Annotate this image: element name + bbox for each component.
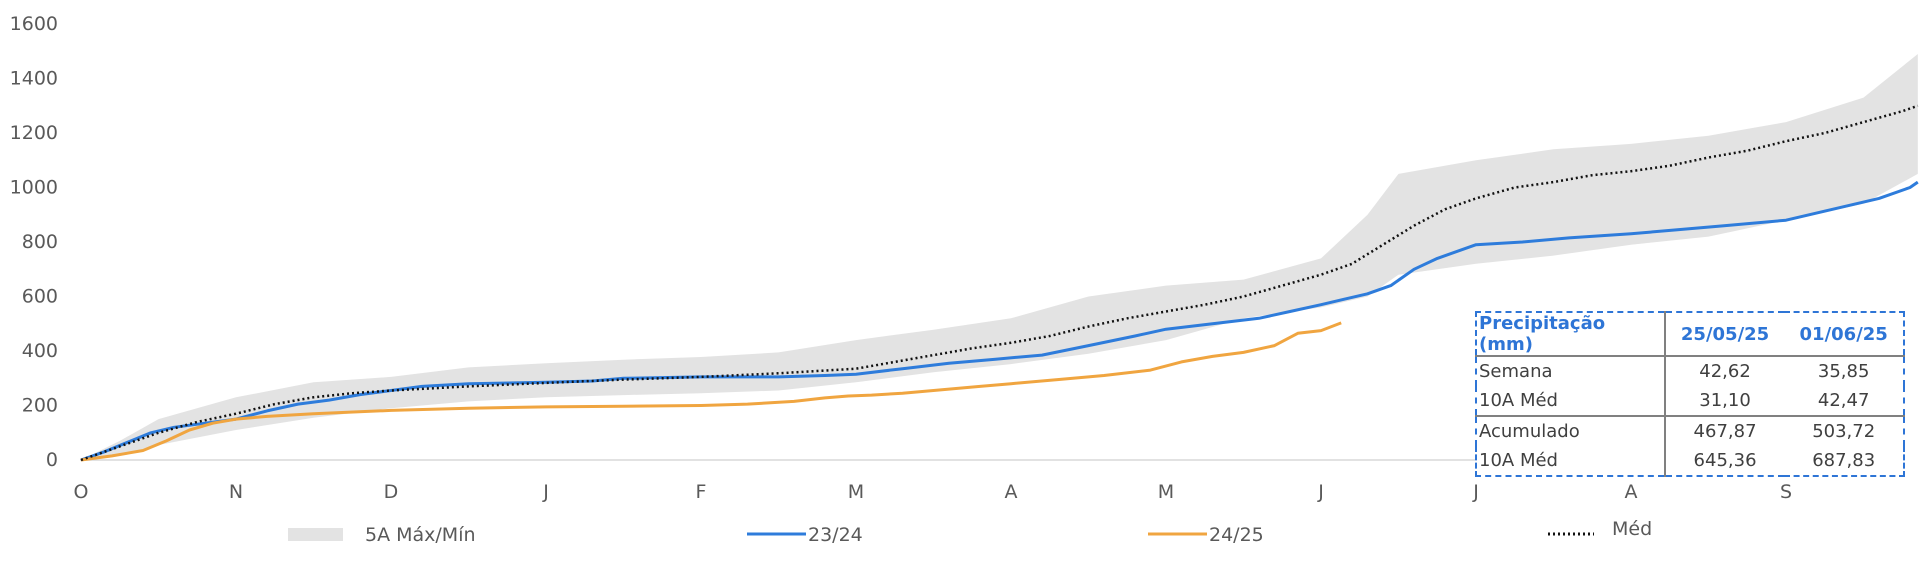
table-cell-value: 467,87 — [1693, 421, 1757, 442]
y-tick-label: 1200 — [10, 122, 58, 144]
legend-swatch-band — [288, 528, 343, 541]
x-tick-label: J — [1472, 481, 1479, 503]
x-tick-label: S — [1780, 481, 1792, 503]
precipitation-summary-table: Precipitação (mm) 25/05/25 01/06/25 Sema… — [1475, 311, 1905, 477]
legend: 5A Máx/Mín 23/24 24/25 Méd — [288, 518, 1652, 546]
x-tick-label: D — [384, 481, 399, 503]
legend-label-med: Méd — [1612, 518, 1652, 540]
band-layer — [81, 54, 1918, 460]
band-area-5a-max-min — [81, 54, 1918, 460]
y-tick-label: 1000 — [10, 177, 58, 199]
x-tick-label: M — [1158, 481, 1174, 503]
table-cell-label: Acumulado — [1476, 416, 1666, 446]
table-cell-value: 503,72 — [1812, 421, 1876, 442]
series-layer — [80, 104, 1919, 462]
table-cell-label: Semana — [1476, 356, 1666, 386]
table-header-row: Precipitação (mm) 25/05/25 01/06/25 — [1476, 312, 1904, 357]
series-line-med — [80, 104, 1919, 462]
legend-label-2324: 23/24 — [808, 524, 863, 546]
series-line-2425 — [80, 321, 1342, 462]
y-tick-label: 200 — [22, 395, 58, 417]
x-tick-label: J — [542, 481, 549, 503]
y-axis: 0 200 400 600 800 1000 1200 1400 1600 — [10, 13, 58, 471]
y-tick-label: 1600 — [10, 13, 58, 35]
table-header-date-2: 01/06/25 — [1784, 312, 1904, 357]
table-row: 10A Méd 645,36 687,83 — [1476, 446, 1904, 476]
x-tick-label: M — [848, 481, 864, 503]
y-tick-label: 1400 — [10, 68, 58, 90]
table-row: Semana 42,62 35,85 — [1476, 356, 1904, 386]
table-cell-value: 35,85 — [1817, 361, 1870, 382]
table-cell-label: 10A Méd — [1476, 446, 1666, 476]
table-cell-value: 687,83 — [1812, 450, 1876, 471]
table-row: Acumulado 467,87 503,72 — [1476, 416, 1904, 446]
x-tick-label: N — [229, 481, 243, 503]
table-row: 10A Méd 31,10 42,47 — [1476, 386, 1904, 417]
x-tick-label: F — [696, 481, 707, 503]
table-cell-label: 10A Méd — [1476, 386, 1666, 417]
table-cell-value: 645,36 — [1693, 450, 1757, 471]
x-tick-label: J — [1317, 481, 1324, 503]
table-cell-value: 42,47 — [1784, 386, 1904, 417]
table-cell-value: 31,10 — [1664, 386, 1785, 417]
legend-label-2425: 24/25 — [1209, 524, 1264, 546]
series-line-2324 — [80, 180, 1919, 462]
x-tick-label: A — [1625, 481, 1638, 503]
x-tick-label: O — [74, 481, 89, 503]
table-cell-value: 42,62 — [1699, 361, 1751, 382]
table-header-date-1: 25/05/25 — [1664, 312, 1785, 357]
y-tick-label: 400 — [22, 340, 58, 362]
legend-label-band: 5A Máx/Mín — [365, 524, 476, 546]
x-tick-label: A — [1005, 481, 1018, 503]
y-tick-label: 0 — [46, 449, 58, 471]
table-header-label: Precipitação (mm) — [1476, 312, 1666, 357]
y-tick-label: 600 — [22, 286, 58, 308]
y-tick-label: 800 — [22, 231, 58, 253]
